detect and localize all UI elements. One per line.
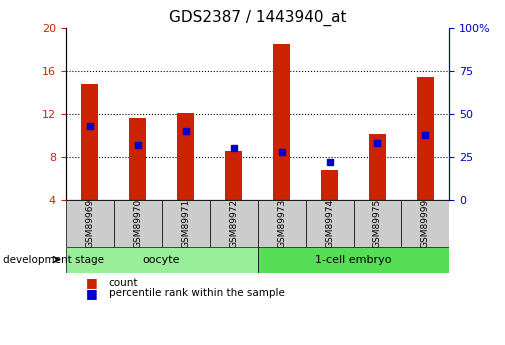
Bar — [369, 134, 386, 200]
Text: 1-cell embryo: 1-cell embryo — [315, 255, 392, 265]
FancyBboxPatch shape — [66, 247, 258, 273]
FancyBboxPatch shape — [114, 200, 162, 247]
Text: ■: ■ — [86, 287, 97, 300]
Title: GDS2387 / 1443940_at: GDS2387 / 1443940_at — [169, 10, 346, 26]
FancyBboxPatch shape — [306, 200, 353, 247]
FancyBboxPatch shape — [354, 200, 401, 247]
FancyBboxPatch shape — [162, 200, 210, 247]
Text: GSM89975: GSM89975 — [373, 199, 382, 248]
Text: GSM89999: GSM89999 — [421, 199, 430, 248]
Bar — [273, 44, 290, 200]
Bar — [225, 150, 242, 200]
Text: GSM89969: GSM89969 — [85, 199, 94, 248]
FancyBboxPatch shape — [210, 200, 258, 247]
Bar — [177, 113, 194, 200]
Bar — [129, 118, 146, 200]
Text: GSM89974: GSM89974 — [325, 199, 334, 248]
Text: count: count — [109, 278, 138, 288]
FancyBboxPatch shape — [401, 200, 449, 247]
Text: oocyte: oocyte — [143, 255, 180, 265]
FancyBboxPatch shape — [258, 200, 306, 247]
Text: GSM89970: GSM89970 — [133, 199, 142, 248]
Text: percentile rank within the sample: percentile rank within the sample — [109, 288, 284, 298]
FancyBboxPatch shape — [258, 247, 449, 273]
Text: GSM89972: GSM89972 — [229, 199, 238, 248]
Bar — [321, 170, 338, 200]
Text: GSM89973: GSM89973 — [277, 199, 286, 248]
Text: ■: ■ — [86, 276, 97, 289]
Bar — [81, 84, 98, 200]
Text: development stage: development stage — [3, 255, 104, 265]
Text: GSM89971: GSM89971 — [181, 199, 190, 248]
FancyBboxPatch shape — [66, 200, 114, 247]
Bar — [417, 77, 434, 200]
